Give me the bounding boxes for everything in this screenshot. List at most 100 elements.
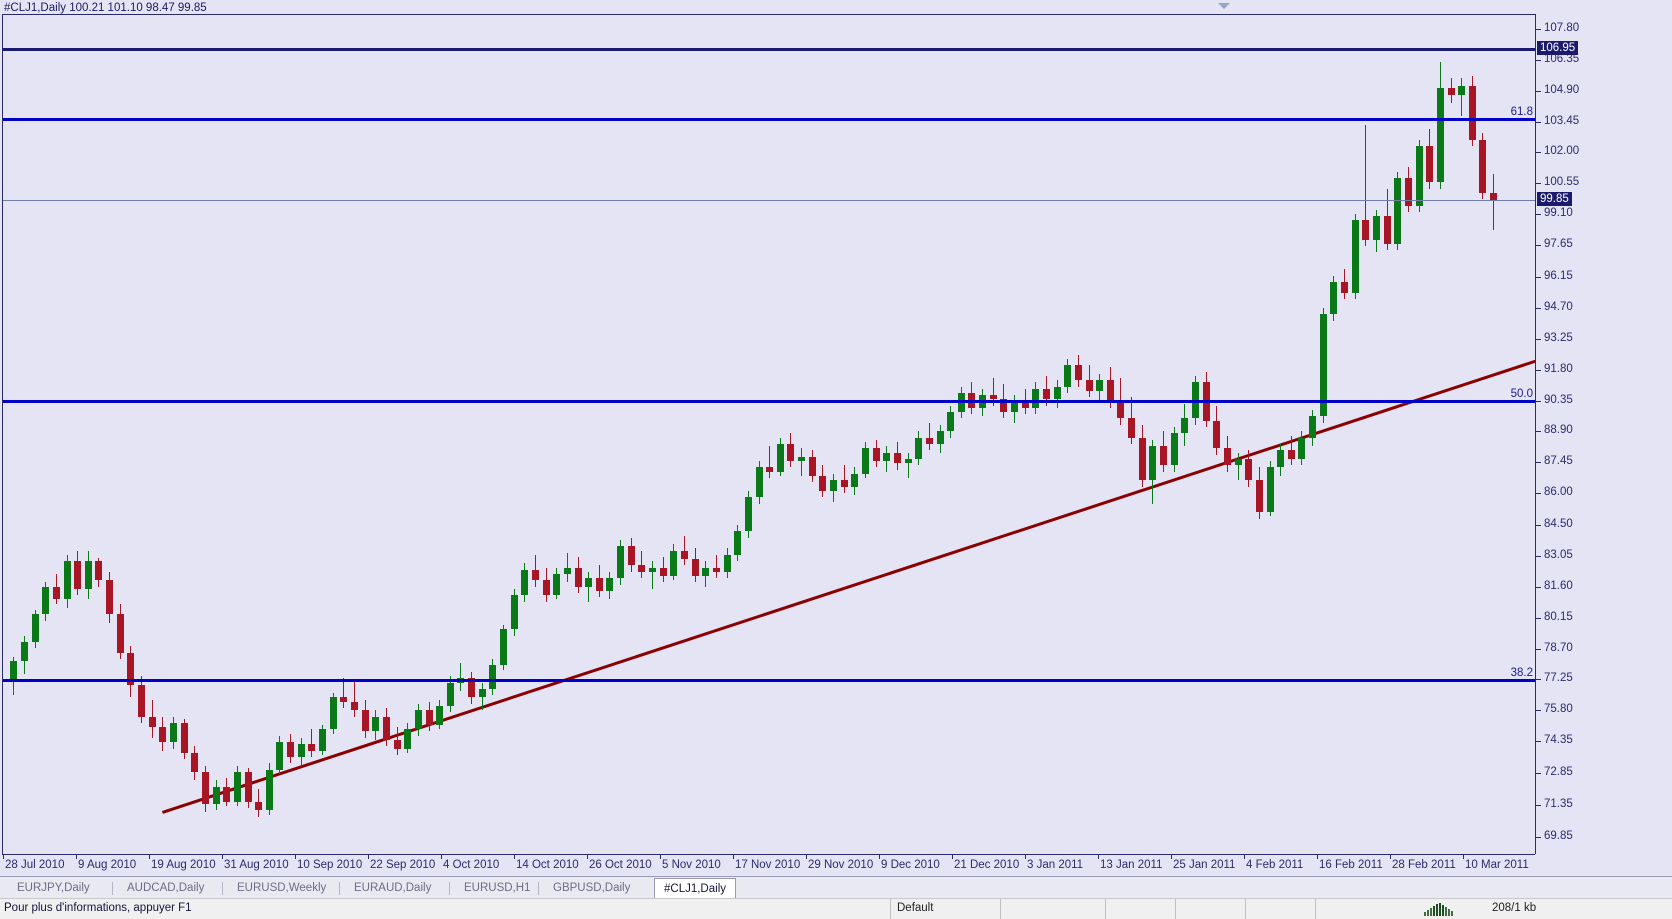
fibonacci-level-line[interactable] xyxy=(3,400,1536,404)
price-tick: 84.50 xyxy=(1536,518,1672,530)
candle-body xyxy=(1064,365,1071,387)
date-tick-mark xyxy=(295,855,296,859)
price-tick: 87.45 xyxy=(1536,455,1672,467)
price-tick-label: 81.60 xyxy=(1544,579,1573,592)
candle-body xyxy=(883,452,890,462)
signal-bar xyxy=(1430,908,1432,916)
chart-plot-area[interactable]: 106.9561.850.038.2 xyxy=(2,14,1537,854)
price-tick-mark xyxy=(1536,586,1541,588)
date-tick-label: 21 Dec 2010 xyxy=(954,859,1020,871)
tab-separator xyxy=(222,882,223,895)
price-tick-label: 74.35 xyxy=(1544,734,1573,747)
price-badge: 99.85 xyxy=(1537,192,1572,207)
signal-bar xyxy=(1433,906,1435,916)
price-tick-mark xyxy=(1536,214,1541,216)
candle-body xyxy=(394,740,401,749)
candle-body xyxy=(1086,380,1093,391)
price-tick-mark xyxy=(1536,648,1541,650)
price-axis[interactable]: 107.80 106.35 104.90 103.45 102.00 100.55 99.1… xyxy=(1535,14,1672,854)
price-tick: 90.35 xyxy=(1536,394,1672,406)
candle-body xyxy=(1416,145,1423,206)
fibonacci-level-label: 38.2 xyxy=(1510,667,1533,680)
tab-clj1-daily[interactable]: #CLJ1,Daily xyxy=(654,878,736,899)
price-tick-label: 96.15 xyxy=(1544,270,1573,283)
date-axis[interactable]: 28 Jul 2010 9 Aug 2010 19 Aug 2010 31 Aug 2… xyxy=(2,854,1535,876)
candle-body xyxy=(351,701,358,711)
candle-body xyxy=(95,561,102,581)
signal-bar xyxy=(1442,905,1444,916)
candle-body xyxy=(1149,446,1156,481)
tab-audcad-daily[interactable]: AUDCAD,Daily xyxy=(127,882,205,894)
candle-body xyxy=(1117,401,1124,419)
candle-body xyxy=(734,531,741,555)
price-tick-mark xyxy=(1536,837,1541,839)
tab-eurusd-weekly[interactable]: EURUSD,Weekly xyxy=(237,882,327,894)
candle-body xyxy=(106,580,113,615)
candle-body xyxy=(287,742,294,758)
tab-gbpusd-daily[interactable]: GBPUSD,Daily xyxy=(553,882,631,894)
date-tick-mark xyxy=(1390,855,1391,859)
price-tick-label: 91.80 xyxy=(1544,362,1573,375)
date-tick-mark xyxy=(879,855,880,859)
price-tick-label: 84.50 xyxy=(1544,518,1573,531)
date-tick-mark xyxy=(1244,855,1245,859)
fibonacci-level-label: 50.0 xyxy=(1510,388,1533,401)
price-tick-label: 99.10 xyxy=(1544,207,1573,220)
candle-body xyxy=(245,771,252,802)
tab-euraud-daily[interactable]: EURAUD,Daily xyxy=(354,882,432,894)
price-tick-label: 103.45 xyxy=(1544,114,1580,127)
candle-body xyxy=(138,684,145,717)
date-tick-label: 19 Aug 2010 xyxy=(151,859,216,871)
candle-body xyxy=(1448,88,1455,95)
candle-wick xyxy=(354,680,355,717)
date-tick-mark xyxy=(660,855,661,859)
candle-body xyxy=(1330,282,1337,315)
candle-body xyxy=(1160,446,1167,466)
candle-body xyxy=(894,452,901,464)
status-cell-profile: Default xyxy=(890,899,1000,919)
price-tick: 86.00 xyxy=(1536,486,1672,498)
candle-body xyxy=(415,710,422,730)
fibonacci-level-line[interactable] xyxy=(3,48,1536,52)
date-tick-label: 9 Dec 2010 xyxy=(881,859,940,871)
candle-body xyxy=(1022,401,1029,408)
candle-body xyxy=(787,444,794,462)
date-tick-label: 3 Jan 2011 xyxy=(1027,859,1084,871)
tab-eurjpy-daily[interactable]: EURJPY,Daily xyxy=(17,882,90,894)
candle-body xyxy=(1075,365,1082,381)
candle-body xyxy=(74,561,81,589)
current-price-line xyxy=(3,200,1536,202)
chart-tab-bar[interactable]: EURJPY,Daily AUDCAD,Daily EURUSD,Weekly EUR… xyxy=(0,876,1672,899)
candle-body xyxy=(53,586,60,600)
fibonacci-level-line[interactable] xyxy=(3,679,1536,683)
price-tick-label: 94.70 xyxy=(1544,300,1573,313)
status-bar: Pour plus d'informations, appuyer F1 Def… xyxy=(0,898,1672,919)
candle-body xyxy=(1181,418,1188,434)
price-tick-mark xyxy=(1536,431,1541,433)
chart-region[interactable]: #CLJ1,Daily 100.21 101.10 98.47 99.85 10… xyxy=(0,0,1672,876)
candle-body xyxy=(596,578,603,591)
tab-eurusd-h1[interactable]: EURUSD,H1 xyxy=(464,882,531,894)
trendline-layer xyxy=(161,359,1537,814)
fibonacci-level-line[interactable] xyxy=(3,118,1536,122)
price-tick: 71.35 xyxy=(1536,798,1672,810)
price-tick-mark xyxy=(1536,152,1541,154)
date-tick-label: 17 Nov 2010 xyxy=(735,859,801,871)
candle-wick xyxy=(641,550,642,579)
candle-body xyxy=(628,546,635,566)
candle-body xyxy=(1096,380,1103,391)
candle-body xyxy=(479,688,486,698)
date-tick-mark xyxy=(514,855,515,859)
trendline[interactable] xyxy=(161,359,1537,814)
price-tick-mark xyxy=(1536,525,1541,527)
price-tick-mark xyxy=(1536,369,1541,371)
price-tick: 107.80 xyxy=(1536,22,1672,34)
price-tick-mark xyxy=(1536,493,1541,495)
candle-body xyxy=(1224,448,1231,466)
signal-bars-icon xyxy=(1424,903,1453,916)
candle-body xyxy=(149,716,156,728)
price-tick-label: 72.85 xyxy=(1544,766,1573,779)
candle-wick xyxy=(1493,173,1494,230)
candle-body xyxy=(905,458,912,464)
